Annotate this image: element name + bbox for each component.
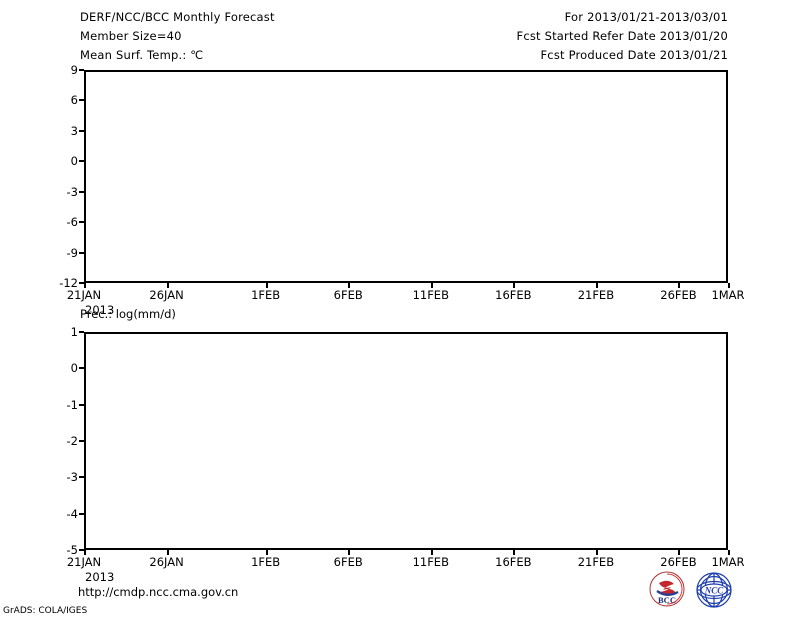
- y-axis-tick-mark: [79, 549, 84, 551]
- bcc-logo: BCC: [646, 570, 690, 616]
- x-axis-tick-label: 21FEB: [577, 555, 615, 569]
- y-axis-tick-label: 1: [70, 325, 78, 339]
- y-axis-tick-label: 3: [70, 123, 78, 138]
- x-axis-tick-mark: [166, 283, 169, 288]
- y-axis-tick-mark: [79, 221, 84, 224]
- x-axis-tick-mark: [595, 550, 598, 555]
- temperature-panel: [84, 70, 728, 283]
- y-axis-tick-label: 0: [70, 361, 78, 376]
- x-axis-tick-mark: [166, 550, 169, 555]
- x-axis-tick-mark: [430, 550, 433, 555]
- x-axis-tick-mark: [678, 550, 681, 555]
- y-axis-tick-mark: [79, 476, 84, 479]
- temperature-plot-frame: [84, 70, 728, 283]
- precipitation-panel: [84, 332, 728, 550]
- y-axis-tick-mark: [79, 251, 84, 254]
- y-axis-tick-mark: [79, 282, 84, 284]
- y-axis-tick-mark: [79, 403, 84, 406]
- x-axis-tick-mark: [348, 550, 351, 555]
- forecast-period-label: For 2013/01/21-2013/03/01: [564, 10, 728, 24]
- x-axis-tick-label: 11FEB: [412, 288, 449, 302]
- x-axis-tick-mark: [84, 550, 86, 555]
- y-axis-tick-label: -4: [66, 506, 78, 521]
- x-axis-tick-label: 6FEB: [333, 555, 363, 569]
- x-axis-tick-label: 6FEB: [333, 288, 363, 302]
- y-axis-tick-mark: [79, 440, 84, 442]
- ncc-logo-text: NCC: [704, 586, 725, 596]
- y-axis-tick-label: -3: [66, 184, 78, 199]
- x-axis-tick-label: 1MAR: [711, 555, 745, 569]
- y-axis-tick-mark: [79, 129, 84, 132]
- chart-title: DERF/NCC/BCC Monthly Forecast: [80, 10, 275, 24]
- y-axis-tick-label: -3: [66, 470, 78, 485]
- y-axis-tick-label: -12: [59, 276, 78, 290]
- forecast-started-label: Fcst Started Refer Date 2013/01/20: [516, 29, 728, 43]
- x-axis-tick-label: 21JAN: [66, 288, 102, 302]
- forecast-produced-label: Fcst Produced Date 2013/01/21: [540, 48, 728, 62]
- x-axis-tick-label: 16FEB: [495, 288, 532, 302]
- grads-credit: GrADS: COLA/IGES: [3, 606, 88, 616]
- y-axis-tick-mark: [79, 99, 84, 102]
- website-url[interactable]: http://cmdp.ncc.cma.gov.cn: [78, 585, 239, 599]
- temperature-panel-title: Mean Surf. Temp.: ℃: [80, 48, 204, 62]
- y-axis-tick-label: 0: [70, 154, 78, 169]
- x-axis-tick-label: 26JAN: [149, 555, 184, 569]
- y-axis-tick-mark: [79, 331, 84, 333]
- y-axis-tick-label: -1: [66, 397, 78, 412]
- y-axis-tick-label: -9: [66, 245, 78, 260]
- y-axis-tick-label: -6: [66, 215, 78, 230]
- x-axis-tick-mark: [265, 550, 268, 555]
- y-axis-tick-mark: [79, 512, 84, 515]
- x-axis-tick-label: 21FEB: [577, 288, 615, 302]
- y-axis-tick-mark: [79, 160, 84, 163]
- y-axis-tick-mark: [79, 367, 84, 370]
- x-axis-tick-mark: [678, 283, 681, 288]
- x-axis-tick-label: 26FEB: [660, 288, 697, 302]
- x-axis-tick-mark: [513, 283, 516, 288]
- x-axis-tick-label: 1FEB: [251, 288, 281, 302]
- y-axis-tick-label: 9: [70, 63, 78, 77]
- x-axis-tick-mark: [84, 283, 86, 288]
- x-axis-tick-mark: [728, 550, 730, 555]
- bcc-logo-text: BCC: [658, 595, 676, 605]
- x-axis-tick-mark: [348, 283, 351, 288]
- x-axis-tick-label: 26FEB: [660, 555, 697, 569]
- x-axis-tick-mark: [595, 283, 598, 288]
- ncc-logo: NCC: [692, 570, 736, 616]
- y-axis-tick-mark: [79, 190, 84, 193]
- precipitation-plot-frame: [84, 332, 728, 550]
- x-axis-tick-mark: [513, 550, 516, 555]
- x-axis-year-label: 2013: [85, 570, 115, 584]
- x-axis-tick-label: 1FEB: [251, 555, 281, 569]
- x-axis-tick-label: 1MAR: [711, 288, 745, 302]
- x-axis-tick-mark: [430, 283, 433, 288]
- x-axis-year-label: 2013: [85, 303, 115, 317]
- member-size-label: Member Size=40: [80, 29, 182, 43]
- y-axis-tick-label: -2: [66, 434, 78, 448]
- x-axis-tick-mark: [265, 283, 268, 288]
- precipitation-panel-title: Prec.: log(mm/d): [80, 307, 176, 321]
- x-axis-tick-label: 21JAN: [66, 555, 102, 569]
- x-axis-tick-mark: [728, 283, 730, 288]
- x-axis-tick-label: 26JAN: [149, 288, 184, 302]
- y-axis-tick-mark: [79, 69, 84, 71]
- y-axis-tick-label: -5: [66, 543, 78, 557]
- y-axis-tick-label: 6: [70, 93, 78, 108]
- x-axis-tick-label: 11FEB: [412, 555, 449, 569]
- x-axis-tick-label: 16FEB: [495, 555, 532, 569]
